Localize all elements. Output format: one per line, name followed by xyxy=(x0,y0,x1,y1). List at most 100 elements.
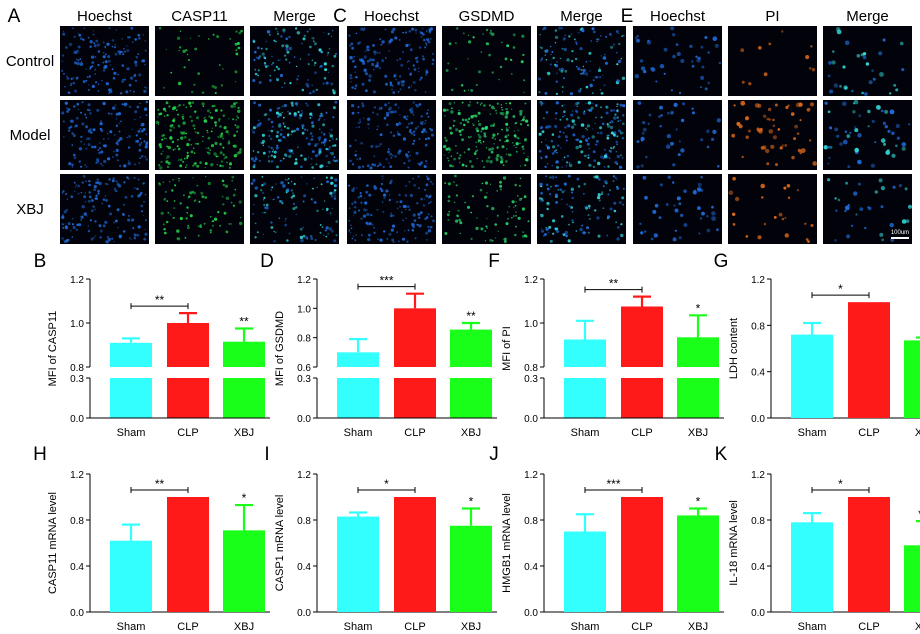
cell-dot xyxy=(366,45,370,49)
cell-dot xyxy=(63,72,65,75)
panel-letter-a: A xyxy=(8,6,21,27)
cell-dot xyxy=(477,133,480,136)
cell-dot xyxy=(87,84,90,86)
cell-dot xyxy=(329,191,333,195)
cell-dot xyxy=(680,59,685,63)
cell-dot xyxy=(351,46,354,50)
cell-dot xyxy=(618,59,622,63)
cell-dot xyxy=(880,186,886,191)
y-tick-label: 1.0 xyxy=(297,304,311,315)
cell-dot xyxy=(475,150,477,153)
cell-dot xyxy=(717,165,720,168)
cell-dot xyxy=(388,106,392,111)
cell-dot xyxy=(379,238,383,242)
cell-dot xyxy=(850,224,854,227)
bar-lower-sham xyxy=(110,378,152,418)
cell-dot xyxy=(233,102,236,106)
cell-dot xyxy=(169,135,173,139)
cell-dot xyxy=(261,184,264,187)
cell-dot xyxy=(372,111,375,114)
cell-dot xyxy=(511,108,513,110)
cell-dot xyxy=(559,118,562,121)
cell-dot xyxy=(672,237,677,242)
cell-dot xyxy=(490,124,493,128)
y-tick-label: 1.2 xyxy=(297,275,311,286)
cell-dot xyxy=(357,111,360,114)
cell-dot xyxy=(424,188,426,191)
cell-dot xyxy=(236,151,240,155)
cell-dot xyxy=(72,226,76,229)
cell-dot xyxy=(423,121,425,123)
cell-dot xyxy=(461,138,464,142)
cell-dot xyxy=(303,34,306,37)
cell-dot xyxy=(414,89,417,92)
cell-dot xyxy=(837,198,841,202)
cell-dot xyxy=(867,109,871,114)
cell-dot xyxy=(252,40,256,43)
cell-dot xyxy=(745,135,749,139)
cell-dot xyxy=(112,106,116,110)
bar-clp xyxy=(848,497,890,612)
cell-dot xyxy=(100,120,102,123)
cell-dot xyxy=(403,162,406,165)
cell-dot xyxy=(587,156,590,159)
cell-dot xyxy=(895,123,900,129)
cell-dot xyxy=(168,181,171,183)
cell-dot xyxy=(612,133,616,136)
cell-dot xyxy=(104,220,108,224)
cell-dot xyxy=(137,53,140,55)
cell-dot xyxy=(525,119,529,123)
cell-dot xyxy=(312,187,314,190)
cell-dot xyxy=(317,143,319,145)
cell-dot xyxy=(202,140,204,142)
cell-dot xyxy=(399,114,401,116)
cell-dot xyxy=(318,48,322,52)
cell-dot xyxy=(675,128,678,131)
cell-dot xyxy=(566,161,569,164)
cell-dot xyxy=(410,131,414,135)
cell-dot xyxy=(173,200,176,202)
micrograph-tile xyxy=(155,174,244,244)
cell-dot xyxy=(470,89,474,92)
significance-label: ** xyxy=(609,277,619,291)
cell-dot xyxy=(197,72,200,75)
cell-dot xyxy=(170,214,172,216)
cell-dot xyxy=(187,224,189,227)
row-label-model: Model xyxy=(10,127,51,144)
cell-dot xyxy=(457,111,461,116)
cell-dot xyxy=(292,194,296,198)
y-tick-label: 0.3 xyxy=(70,374,84,385)
cell-dot xyxy=(511,217,513,219)
cell-dot xyxy=(159,166,163,170)
y-axis-label: MFI of CASP11 xyxy=(47,311,59,387)
cell-dot xyxy=(458,218,462,222)
cell-dot xyxy=(176,229,180,233)
cell-dot xyxy=(75,116,79,120)
cell-dot xyxy=(517,216,521,220)
cell-dot xyxy=(238,31,242,35)
cell-dot xyxy=(619,131,623,135)
cell-dot xyxy=(856,54,861,58)
cell-dot xyxy=(577,67,581,71)
cell-dot xyxy=(691,107,694,110)
cell-dot xyxy=(492,133,496,137)
cell-dot xyxy=(286,127,289,130)
cell-dot xyxy=(376,113,379,116)
cell-dot xyxy=(333,239,337,243)
cell-dot xyxy=(585,206,589,210)
cell-dot xyxy=(217,211,220,214)
cell-dot xyxy=(83,143,85,145)
cell-dot xyxy=(264,211,266,214)
cell-dot xyxy=(576,177,580,181)
cell-dot xyxy=(868,80,873,85)
cell-dot xyxy=(784,233,789,238)
cell-dot xyxy=(399,200,403,204)
cell-dot xyxy=(505,127,508,129)
cell-dot xyxy=(554,111,558,115)
cell-dot xyxy=(205,121,208,123)
cell-dot xyxy=(617,129,621,133)
cell-dot xyxy=(88,75,92,78)
cell-dot xyxy=(560,147,562,149)
cell-dot xyxy=(581,135,585,139)
cell-dot xyxy=(174,148,176,150)
